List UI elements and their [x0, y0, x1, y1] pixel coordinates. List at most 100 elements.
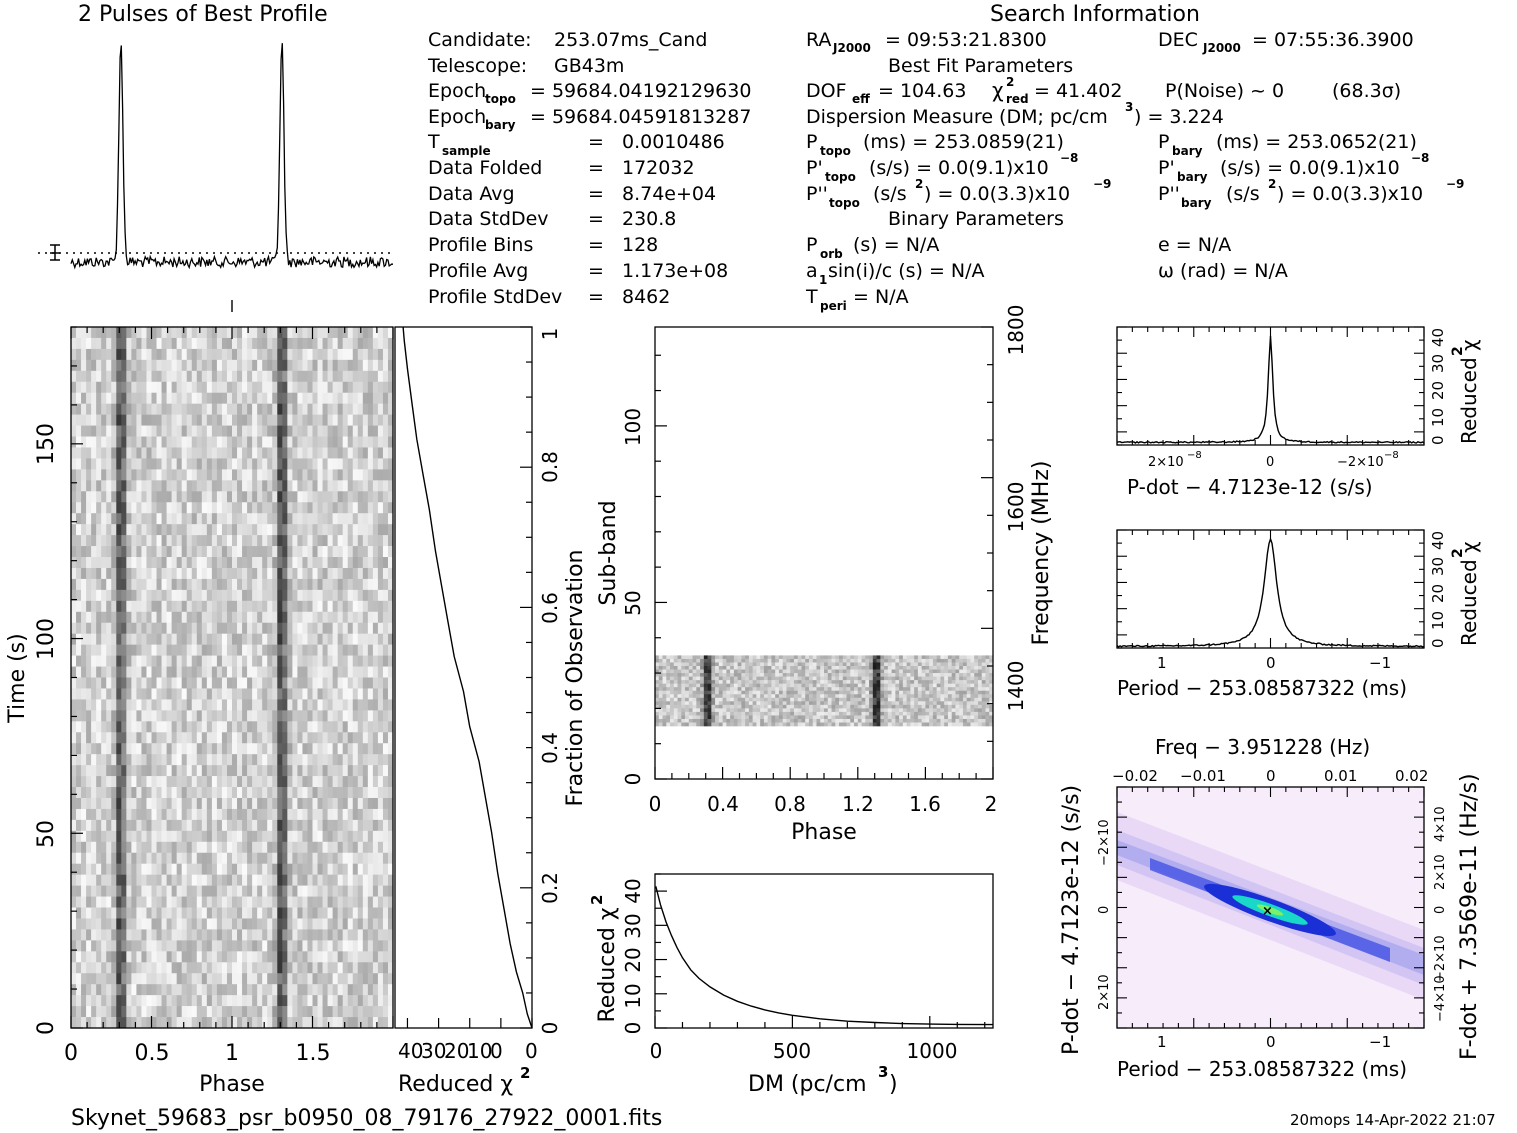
info-column-1: Candidate: 253.07ms_Cand Telescope: GB43… [427, 29, 751, 308]
subband-cell [741, 676, 746, 681]
time-phase-cell [106, 907, 112, 919]
time-phase-cell [81, 907, 87, 919]
time-phase-cell [116, 567, 122, 580]
time-phase-cell [226, 710, 233, 722]
time-phase-cell [312, 808, 318, 821]
time-phase-cell [277, 688, 283, 700]
time-phase-cell [106, 546, 112, 558]
time-phase-cell [317, 535, 323, 547]
time-phase-cell [257, 403, 263, 415]
time-phase-cell [387, 370, 394, 383]
time-phase-cell [196, 666, 203, 678]
subband-cell [718, 658, 723, 663]
subband-cell [782, 673, 787, 677]
time-phase-cell [226, 852, 233, 864]
time-phase-cell [282, 699, 288, 711]
time-phase-cell [307, 841, 313, 854]
time-phase-cell [332, 480, 338, 492]
time-phase-cell [292, 787, 298, 799]
time-phase-cell [141, 633, 147, 645]
time-phase-cell [337, 546, 343, 558]
time-phase-cell [382, 951, 389, 963]
time-phase-cell [332, 327, 338, 339]
subband-cell [827, 673, 832, 677]
subband-cell [835, 673, 840, 677]
time-phase-cell [91, 480, 97, 492]
time-phase-cell [297, 425, 303, 437]
time-phase-cell [211, 633, 218, 645]
subband-cell [718, 662, 723, 667]
time-phase-cell [171, 852, 177, 864]
time-phase-cell [166, 1006, 172, 1018]
time-phase-cell [221, 392, 228, 404]
time-phase-cell [116, 995, 122, 1007]
subband-cell [812, 666, 817, 670]
time-phase-cell [272, 447, 278, 459]
time-phase-cell [362, 403, 369, 415]
time-phase-cell [232, 776, 238, 788]
time-phase-cell [352, 765, 359, 777]
time-phase-cell [186, 1006, 193, 1018]
time-phase-cell [101, 918, 107, 930]
time-phase-cell [302, 962, 308, 974]
time-phase-cell [367, 403, 374, 415]
time-phase-cell [312, 666, 318, 678]
time-phase-cell [317, 732, 323, 744]
time-phase-cell [156, 819, 162, 832]
time-phase-cell [327, 951, 333, 963]
time-phase-cell [126, 754, 132, 766]
time-phase-cell [232, 622, 238, 634]
time-phase-cell [166, 633, 172, 645]
time-phase-cell [307, 721, 313, 733]
time-phase-cell [211, 951, 218, 963]
time-phase-cell [267, 710, 273, 722]
time-phase-cell [116, 337, 122, 350]
time-phase-cell [342, 787, 349, 799]
time-phase-cell [151, 447, 157, 459]
time-phase-cell [257, 491, 263, 503]
subband-cell [895, 655, 900, 660]
subband-cell [842, 662, 847, 667]
time-phase-cell [211, 841, 218, 854]
time-phase-cell [86, 808, 92, 821]
time-phase-cell [367, 436, 374, 448]
ct-xlabel: Reduced χ [398, 1072, 513, 1097]
time-phase-cell [86, 830, 92, 843]
time-phase-cell [161, 370, 167, 383]
time-phase-cell [342, 896, 349, 908]
time-phase-cell [81, 951, 87, 963]
time-phase-cell [262, 874, 268, 886]
subband-cell [857, 658, 862, 663]
time-phase-cell [156, 710, 162, 722]
time-phase-cell [76, 808, 82, 821]
time-phase-cell [156, 480, 162, 492]
time-phase-cell [337, 480, 343, 492]
time-phase-cell [81, 995, 87, 1007]
time-phase-cell [186, 327, 193, 339]
subband-cell [748, 673, 753, 677]
time-phase-cell [226, 491, 233, 503]
time-phase-cell [282, 688, 288, 700]
subband-cell [985, 666, 990, 670]
time-phase-cell [221, 732, 228, 744]
time-phase-cell [116, 622, 122, 634]
time-phase-cell [257, 535, 263, 547]
time-phase-cell [166, 797, 172, 810]
subband-cell [752, 666, 757, 670]
time-phase-cell [171, 951, 177, 963]
time-phase-cell [367, 666, 374, 678]
time-phase-cell [357, 436, 364, 448]
time-phase-cell [131, 808, 137, 821]
time-phase-cell [277, 940, 283, 952]
time-phase-cell [76, 962, 82, 974]
time-phase-cell [106, 677, 112, 689]
time-phase-cell [262, 1017, 268, 1029]
time-phase-cell [342, 578, 349, 591]
time-phase-cell [186, 885, 193, 897]
time-phase-cell [106, 951, 112, 963]
time-phase-cell [101, 951, 107, 963]
time-phase-cell [247, 951, 253, 963]
time-phase-cell [252, 546, 258, 558]
subband-cell [726, 662, 731, 667]
time-phase-cell [121, 622, 127, 634]
